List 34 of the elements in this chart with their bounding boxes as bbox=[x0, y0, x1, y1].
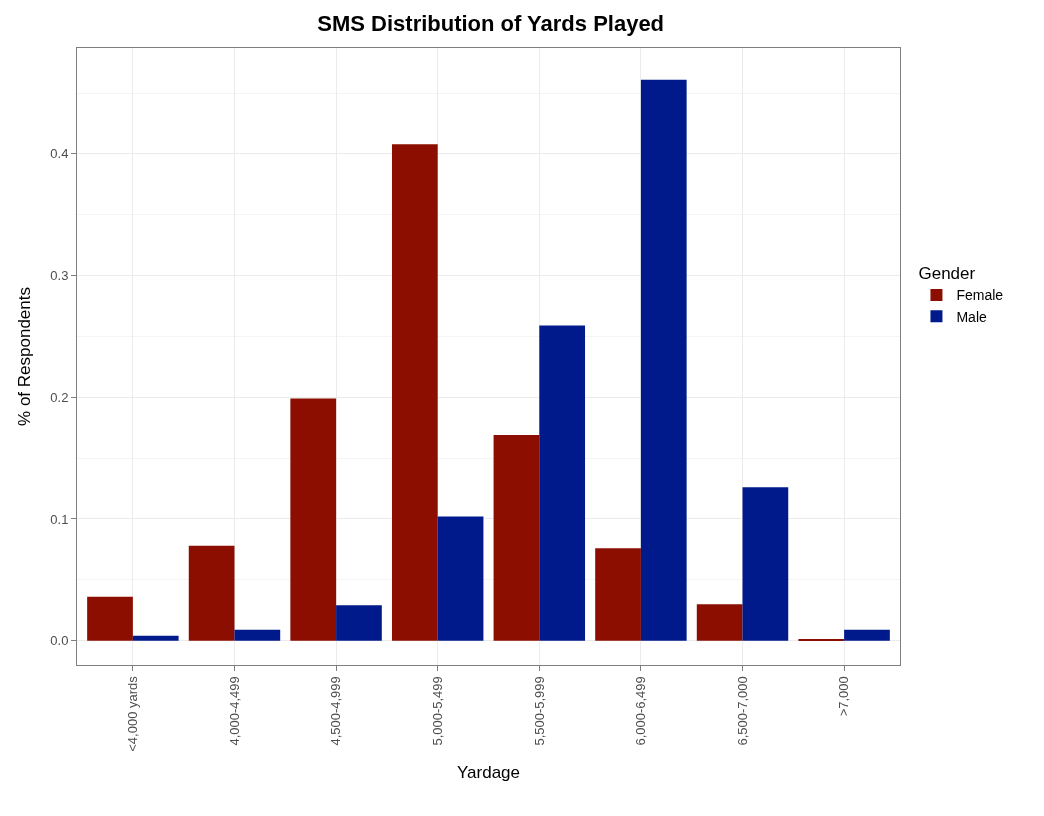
bar bbox=[188, 545, 235, 641]
bar bbox=[844, 629, 890, 641]
y-tick-label: 0.4 bbox=[50, 146, 69, 162]
y-tick-label: 0.0 bbox=[50, 633, 69, 649]
bar bbox=[696, 604, 743, 641]
bar bbox=[234, 629, 281, 641]
legend-label: Female bbox=[956, 287, 1004, 304]
x-tick-label: 6,000-6,499 bbox=[633, 676, 649, 746]
bar bbox=[391, 144, 438, 641]
bar bbox=[290, 398, 337, 641]
y-tick-label: 0.1 bbox=[50, 511, 69, 527]
legend-title: Gender bbox=[918, 264, 976, 284]
bar bbox=[437, 516, 484, 641]
y-tick-label: 0.3 bbox=[50, 268, 69, 284]
bar bbox=[336, 605, 382, 641]
chart-title: SMS Distribution of Yards Played bbox=[317, 10, 665, 36]
x-tick-label: <4,000 yards bbox=[125, 675, 141, 752]
x-tick-label: 5,500-5,999 bbox=[531, 676, 547, 746]
legend-label: Male bbox=[956, 308, 988, 325]
bar bbox=[87, 596, 133, 641]
x-tick-label: 4,500-4,999 bbox=[328, 676, 344, 746]
bar bbox=[640, 79, 687, 641]
bar bbox=[132, 635, 179, 641]
bar bbox=[493, 434, 540, 641]
bar bbox=[595, 548, 641, 641]
y-tick-label: 0.2 bbox=[50, 389, 69, 405]
x-axis-title: Yardage bbox=[456, 763, 521, 783]
x-tick-label: 4,000-4,499 bbox=[226, 676, 242, 746]
bar bbox=[742, 487, 789, 641]
y-axis-title: % of Respondents bbox=[14, 287, 34, 426]
x-tick-label: 6,500-7,000 bbox=[734, 676, 750, 746]
x-tick-label: 5,000-5,499 bbox=[429, 676, 445, 746]
x-tick-label: >7,000 bbox=[836, 676, 852, 717]
bar bbox=[539, 325, 586, 641]
